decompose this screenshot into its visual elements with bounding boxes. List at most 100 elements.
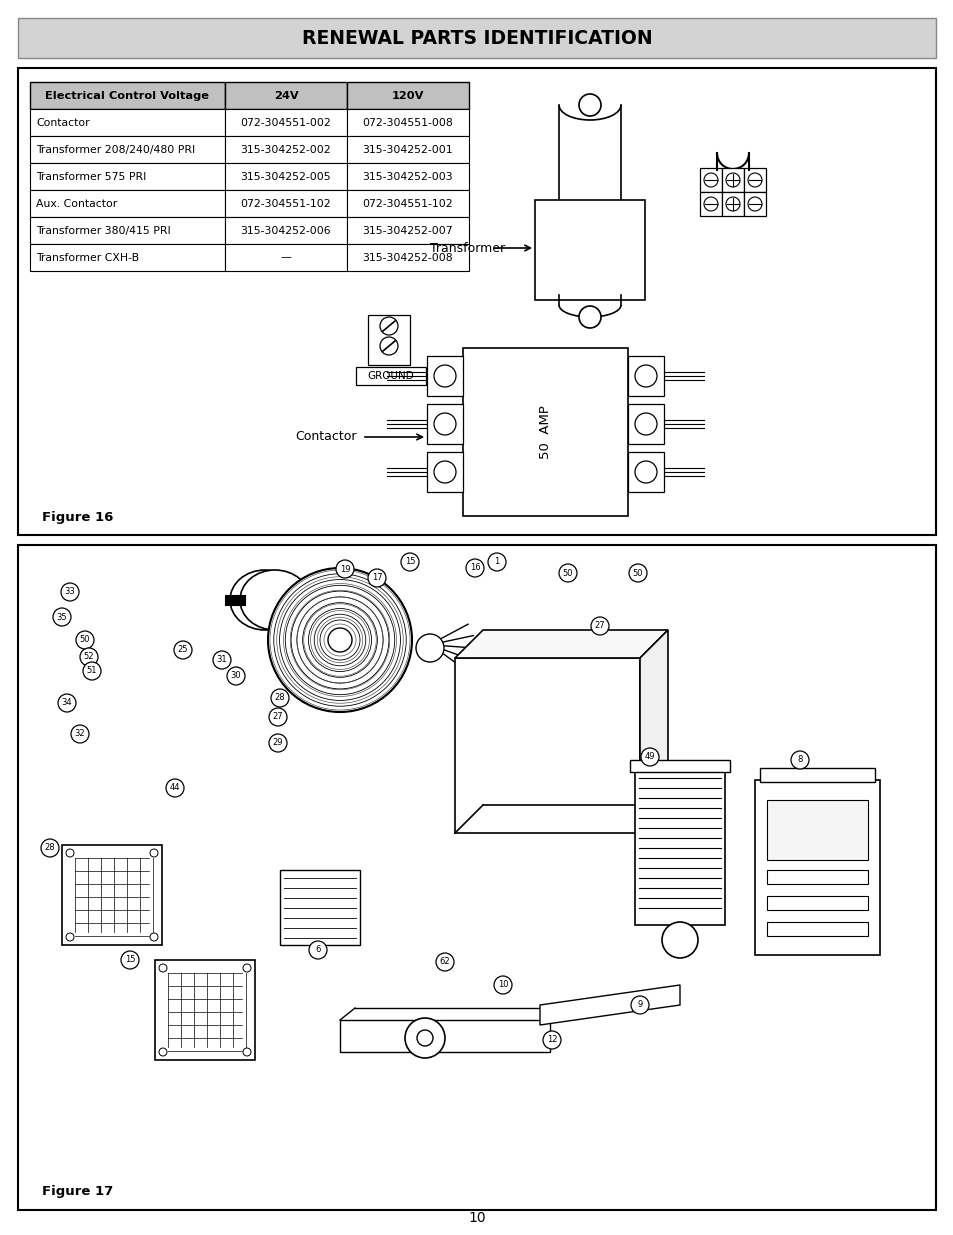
Text: Transformer 208/240/480 PRI: Transformer 208/240/480 PRI <box>36 144 195 154</box>
Circle shape <box>578 306 600 329</box>
Text: RENEWAL PARTS IDENTIFICATION: RENEWAL PARTS IDENTIFICATION <box>301 28 652 47</box>
Bar <box>754 781 879 955</box>
Text: 27: 27 <box>594 621 604 631</box>
Bar <box>339 1020 550 1052</box>
Circle shape <box>578 94 600 116</box>
Circle shape <box>542 1031 560 1049</box>
Circle shape <box>58 694 76 713</box>
Bar <box>30 245 225 270</box>
Circle shape <box>80 648 98 666</box>
Ellipse shape <box>240 571 310 630</box>
Bar <box>347 163 469 190</box>
Circle shape <box>150 932 158 941</box>
Text: 35: 35 <box>56 613 68 621</box>
Circle shape <box>465 559 483 577</box>
Circle shape <box>150 848 158 857</box>
Circle shape <box>635 412 657 435</box>
Circle shape <box>243 1049 251 1056</box>
Circle shape <box>405 1018 444 1058</box>
Text: 315-304252-006: 315-304252-006 <box>240 226 331 236</box>
Circle shape <box>335 559 354 578</box>
Bar <box>766 869 867 884</box>
Bar <box>627 452 663 492</box>
Circle shape <box>747 173 761 186</box>
Bar <box>347 82 469 109</box>
Text: Aux. Contactor: Aux. Contactor <box>36 199 117 209</box>
Text: 62: 62 <box>439 957 450 967</box>
Text: 49: 49 <box>644 752 655 762</box>
Bar <box>766 897 867 910</box>
Text: 52: 52 <box>84 652 94 662</box>
Bar <box>347 136 469 163</box>
Text: 30: 30 <box>231 672 241 680</box>
Bar <box>347 245 469 270</box>
Bar <box>30 136 225 163</box>
Text: 51: 51 <box>87 667 97 676</box>
Bar <box>462 348 627 516</box>
Text: 072-304551-002: 072-304551-002 <box>240 117 331 127</box>
Circle shape <box>640 748 659 766</box>
Bar <box>427 404 462 445</box>
Circle shape <box>558 564 577 582</box>
Circle shape <box>269 708 287 726</box>
Text: 17: 17 <box>372 573 382 583</box>
Text: Figure 16: Figure 16 <box>42 511 113 525</box>
Text: GROUND: GROUND <box>367 370 414 382</box>
Text: 28: 28 <box>274 694 285 703</box>
Text: 315-304252-007: 315-304252-007 <box>362 226 453 236</box>
Bar <box>743 191 765 216</box>
Text: 9: 9 <box>637 1000 642 1009</box>
Circle shape <box>630 995 648 1014</box>
Text: Transformer CXH-B: Transformer CXH-B <box>36 252 139 263</box>
Text: 315-304252-003: 315-304252-003 <box>362 172 453 182</box>
Circle shape <box>416 634 443 662</box>
Text: 120V: 120V <box>392 90 424 100</box>
Text: 32: 32 <box>74 730 85 739</box>
Bar <box>18 68 935 535</box>
Circle shape <box>379 337 397 354</box>
Circle shape <box>166 779 184 797</box>
Bar <box>347 217 469 245</box>
Circle shape <box>368 569 386 587</box>
Circle shape <box>434 412 456 435</box>
Text: 6: 6 <box>315 946 320 955</box>
Text: 315-304252-002: 315-304252-002 <box>240 144 331 154</box>
Circle shape <box>628 564 646 582</box>
Text: 33: 33 <box>65 588 75 597</box>
Text: 28: 28 <box>45 844 55 852</box>
Bar <box>427 356 462 396</box>
Text: 50  AMP: 50 AMP <box>538 405 552 459</box>
Bar <box>225 245 347 270</box>
Text: 315-304252-008: 315-304252-008 <box>362 252 453 263</box>
Text: Figure 17: Figure 17 <box>42 1186 113 1198</box>
Text: 19: 19 <box>339 564 350 573</box>
Circle shape <box>213 651 231 669</box>
Bar <box>30 109 225 136</box>
Bar <box>368 315 410 366</box>
Bar <box>629 760 729 772</box>
Bar <box>427 452 462 492</box>
Circle shape <box>159 1049 167 1056</box>
Text: Transformer 380/415 PRI: Transformer 380/415 PRI <box>36 226 171 236</box>
Circle shape <box>494 976 512 994</box>
Bar <box>766 923 867 936</box>
Circle shape <box>66 932 74 941</box>
Bar <box>743 168 765 191</box>
Bar <box>721 168 743 191</box>
Polygon shape <box>539 986 679 1025</box>
Text: —: — <box>280 252 291 263</box>
Circle shape <box>268 568 412 713</box>
Text: 10: 10 <box>497 981 508 989</box>
Circle shape <box>635 461 657 483</box>
Bar <box>225 136 347 163</box>
Circle shape <box>159 965 167 972</box>
Circle shape <box>328 629 352 652</box>
Text: 25: 25 <box>177 646 188 655</box>
Circle shape <box>309 941 327 960</box>
Bar <box>347 109 469 136</box>
Circle shape <box>173 641 192 659</box>
Bar <box>30 82 225 109</box>
Bar <box>766 800 867 860</box>
Text: 29: 29 <box>273 739 283 747</box>
Bar <box>225 82 347 109</box>
